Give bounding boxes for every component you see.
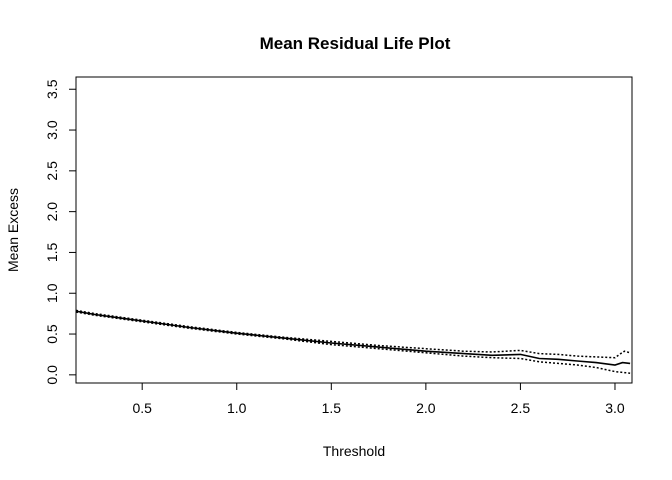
x-axis-label: Threshold [323, 443, 385, 459]
chart-title: Mean Residual Life Plot [260, 34, 451, 53]
y-tick-label: 2.0 [44, 202, 60, 222]
x-tick-label: 2.0 [416, 400, 436, 416]
y-axis: 0.0 0.5 1.0 1.5 2.0 2.5 3.0 3.5 [44, 79, 77, 385]
x-tick-label: 3.0 [605, 400, 625, 416]
x-axis: 0.5 1.0 1.5 2.0 2.5 3.0 [132, 382, 625, 416]
y-tick-label: 0.5 [44, 324, 60, 344]
y-tick-label: 2.5 [44, 161, 60, 181]
series-upper-ci [75, 309, 631, 359]
x-tick-label: 1.5 [322, 400, 342, 416]
y-tick-label: 3.5 [44, 79, 60, 99]
series-lower-ci [75, 311, 631, 374]
x-tick-label: 1.0 [227, 400, 247, 416]
series-estimate [75, 310, 631, 366]
x-tick-label: 2.5 [511, 400, 531, 416]
series-layer [75, 309, 631, 374]
plot-frame [75, 76, 633, 384]
y-axis-label: Mean Excess [5, 188, 21, 272]
y-tick-label: 1.0 [44, 283, 60, 303]
y-tick-label: 1.5 [44, 242, 60, 262]
y-tick-label: 3.0 [44, 120, 60, 140]
x-tick-label: 0.5 [132, 400, 152, 416]
y-tick-label: 0.0 [44, 365, 60, 385]
